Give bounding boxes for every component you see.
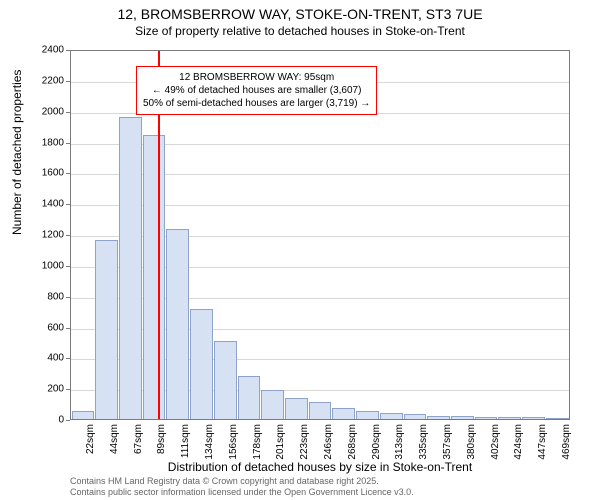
x-tick-label: 201sqm — [275, 424, 286, 460]
histogram-bar — [332, 408, 355, 419]
x-tick-label: 357sqm — [442, 424, 453, 460]
histogram-bar — [119, 117, 142, 419]
histogram-bar — [404, 414, 427, 419]
y-tick-label: 400 — [47, 353, 64, 364]
histogram-bar — [356, 411, 379, 419]
x-tick-label: 335sqm — [418, 424, 429, 460]
footer-line2: Contains public sector information licen… — [70, 487, 414, 498]
histogram-bar — [166, 229, 189, 419]
histogram-bar — [238, 376, 261, 419]
footer-line1: Contains HM Land Registry data © Crown c… — [70, 476, 414, 487]
x-tick-label: 424sqm — [513, 424, 524, 460]
y-tick-label: 600 — [47, 322, 64, 333]
chart-title: 12, BROMSBERROW WAY, STOKE-ON-TRENT, ST3… — [0, 6, 600, 22]
x-tick-label: 134sqm — [204, 424, 215, 460]
x-tick-label: 223sqm — [299, 424, 310, 460]
histogram-bar — [143, 135, 166, 419]
histogram-bar — [451, 416, 474, 419]
chart-title-block: 12, BROMSBERROW WAY, STOKE-ON-TRENT, ST3… — [0, 0, 600, 38]
x-tick-label: 44sqm — [109, 424, 120, 454]
y-tick-label: 1800 — [42, 137, 64, 148]
x-tick-label: 447sqm — [537, 424, 548, 460]
x-tick-label: 246sqm — [323, 424, 334, 460]
x-tick-label: 156sqm — [228, 424, 239, 460]
x-tick-label: 402sqm — [490, 424, 501, 460]
annotation-line3: 50% of semi-detached houses are larger (… — [143, 97, 370, 110]
annotation-line1: 12 BROMSBERROW WAY: 95sqm — [143, 71, 370, 84]
annotation-callout: 12 BROMSBERROW WAY: 95sqm ← 49% of detac… — [136, 66, 377, 115]
y-tick-label: 1000 — [42, 260, 64, 271]
y-tick-label: 200 — [47, 384, 64, 395]
x-tick-label: 89sqm — [156, 424, 167, 454]
x-tick-label: 268sqm — [347, 424, 358, 460]
y-tick-label: 2200 — [42, 75, 64, 86]
histogram-bar — [95, 240, 118, 419]
x-tick-label: 22sqm — [85, 424, 96, 454]
histogram-bar — [309, 402, 332, 419]
histogram-bar — [475, 417, 498, 419]
y-tick-label: 1400 — [42, 199, 64, 210]
y-tick-label: 2000 — [42, 106, 64, 117]
histogram-bar — [380, 413, 403, 419]
histogram-bar — [214, 341, 237, 419]
x-tick-label: 313sqm — [394, 424, 405, 460]
annotation-line2: ← 49% of detached houses are smaller (3,… — [143, 84, 370, 97]
x-tick-label: 111sqm — [180, 424, 191, 458]
y-axis: 0200400600800100012001400160018002000220… — [0, 50, 70, 420]
x-tick-label: 290sqm — [371, 424, 382, 460]
histogram-bar — [498, 417, 521, 419]
histogram-bar — [546, 418, 569, 419]
chart-plot-area: 12 BROMSBERROW WAY: 95sqm ← 49% of detac… — [70, 50, 570, 420]
x-tick-label: 469sqm — [561, 424, 572, 460]
y-tick-label: 0 — [58, 415, 64, 426]
histogram-bar — [190, 309, 213, 419]
histogram-bar — [522, 417, 545, 419]
x-tick-label: 380sqm — [466, 424, 477, 460]
x-tick-label: 178sqm — [252, 424, 263, 460]
y-tick-label: 1200 — [42, 230, 64, 241]
chart-subtitle: Size of property relative to detached ho… — [0, 24, 600, 38]
x-axis-label: Distribution of detached houses by size … — [70, 460, 570, 474]
y-tick-label: 800 — [47, 291, 64, 302]
y-tick-label: 2400 — [42, 45, 64, 56]
histogram-bar — [72, 411, 95, 419]
attribution-footer: Contains HM Land Registry data © Crown c… — [70, 476, 414, 498]
histogram-bar — [285, 398, 308, 419]
histogram-bar — [261, 390, 284, 419]
y-tick-label: 1600 — [42, 168, 64, 179]
histogram-bar — [427, 416, 450, 419]
x-tick-label: 67sqm — [133, 424, 144, 454]
